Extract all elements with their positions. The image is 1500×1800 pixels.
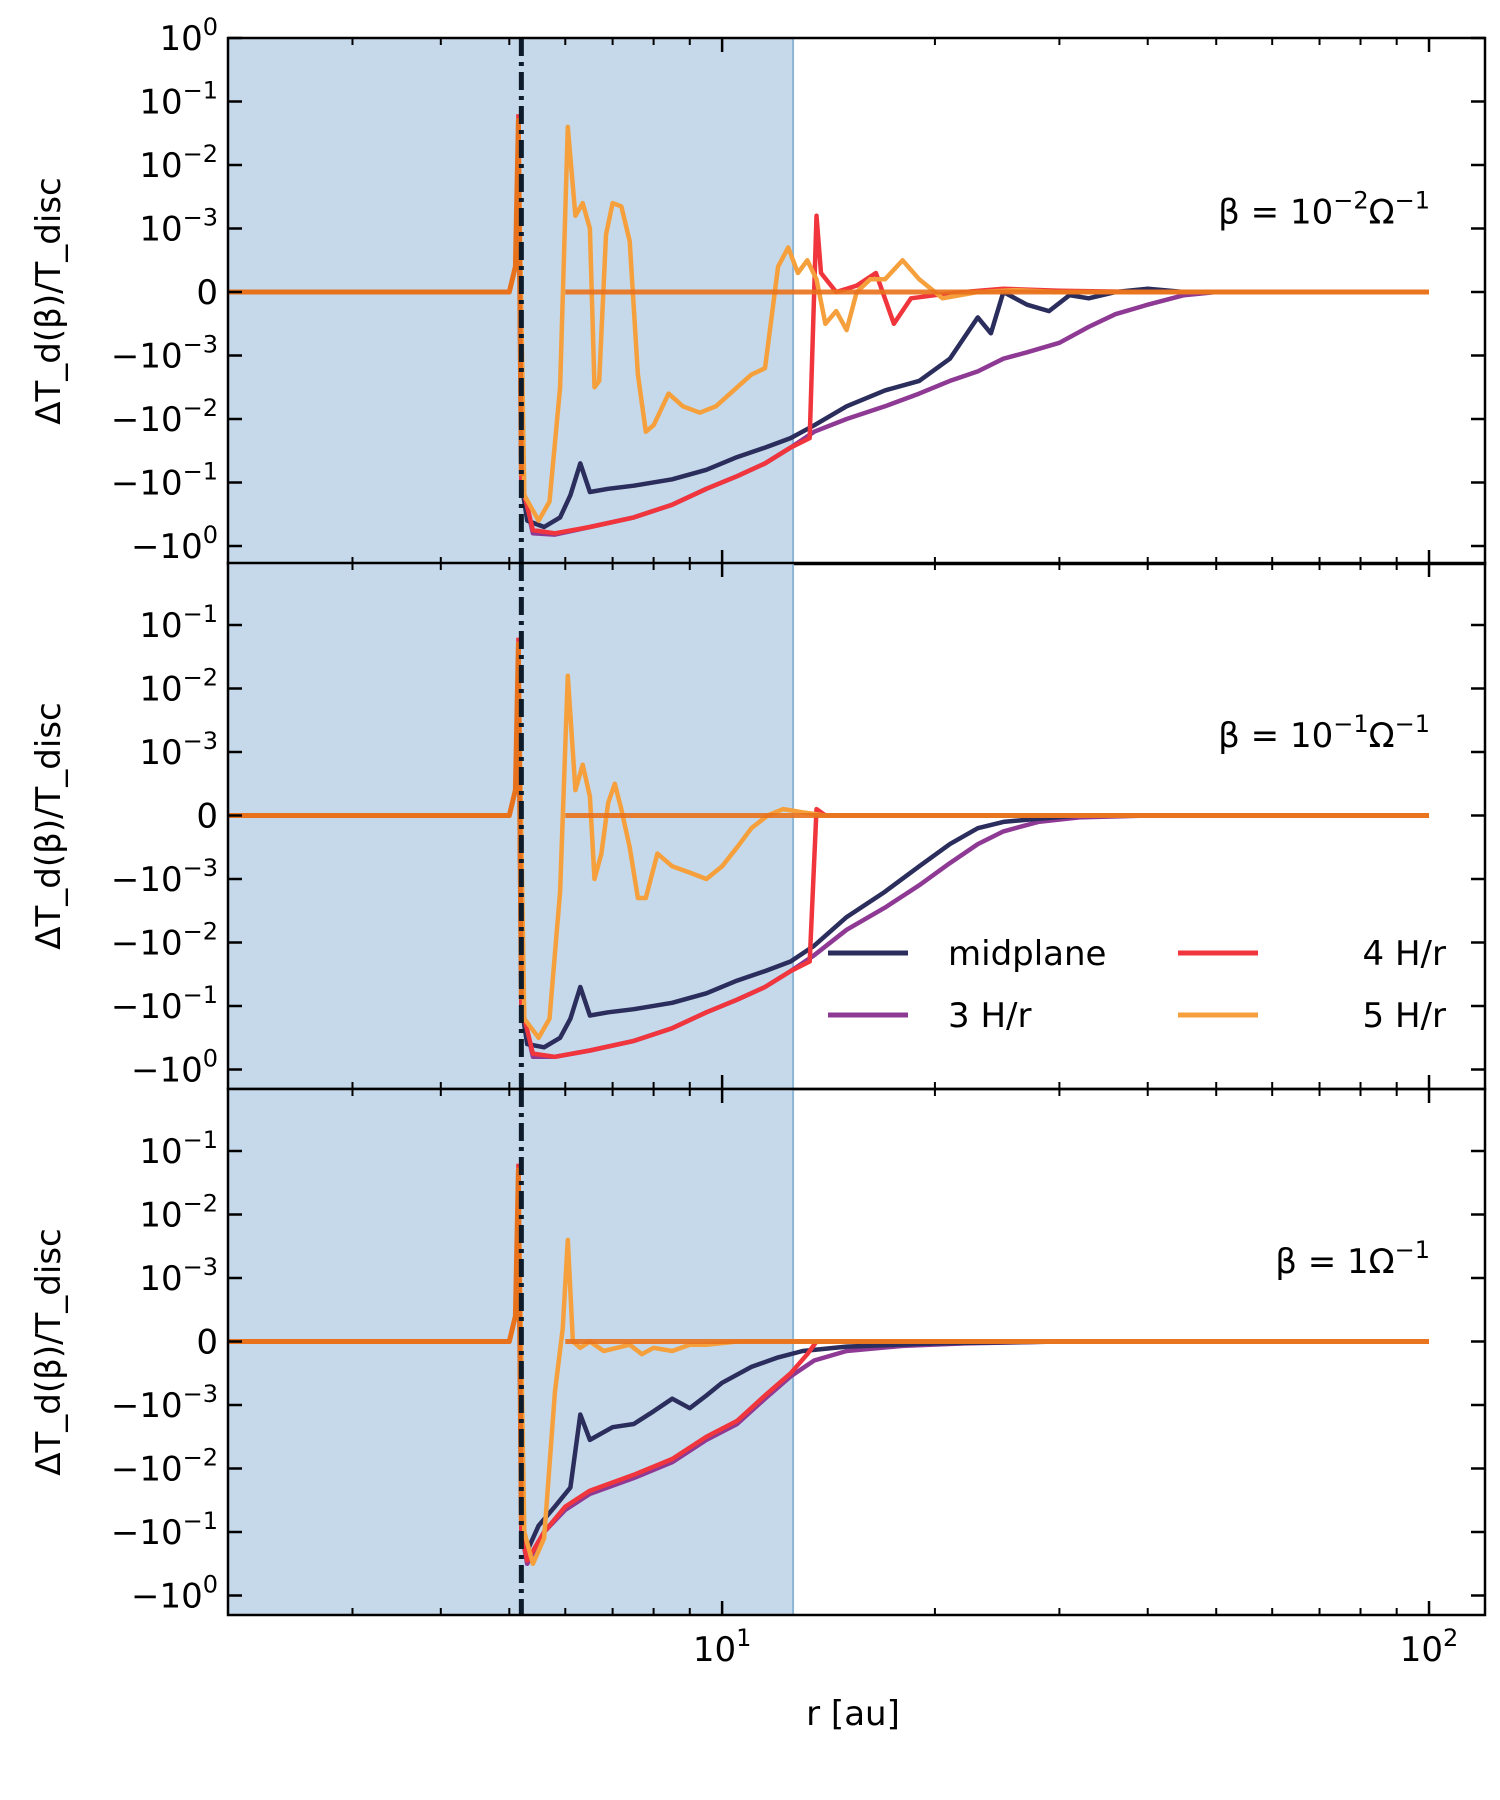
- series-line-5-h-r: [516, 656, 1429, 1041]
- y-tick-label: −100: [131, 521, 218, 567]
- y-tick-label: −10−1: [111, 458, 218, 504]
- flat-zero-line: [228, 641, 524, 1000]
- panel-2: 10−1 10−2 10−3 0 −10−3 −10−2 −10−1 −100 ΔT_d(β)/…: [29, 561, 1487, 1091]
- y-tick-label: 10−1: [139, 77, 218, 123]
- y-axis-label: ΔT_d(β)/T_disc: [29, 702, 69, 950]
- y-axis-label: ΔT_d(β)/T_disc: [29, 177, 69, 425]
- series-line-midplane: [516, 1176, 1429, 1554]
- y-tick-label: −10−1: [111, 981, 218, 1027]
- y-tick-label: 10−1: [139, 1126, 218, 1172]
- y-tick-label: 0: [196, 797, 218, 837]
- y-tick-label: −10−3: [111, 331, 218, 377]
- y-tick-label: −10−3: [111, 1380, 218, 1426]
- y-tick-label: 10−1: [139, 600, 218, 646]
- y-tick-label: 0: [196, 1323, 218, 1363]
- y-tick-label: −10−1: [111, 1507, 218, 1553]
- y-tick-label: 10−2: [139, 1190, 218, 1236]
- legend-label: 5 H/r: [1363, 996, 1446, 1036]
- y-tick-label: 100: [159, 13, 218, 59]
- flat-zero-line: [228, 1167, 524, 1526]
- x-tick-label: 102: [1400, 1624, 1459, 1670]
- legend: midplane 3 H/r 4 H/r 5 H/r: [828, 934, 1446, 1036]
- y-tick-label: 10−2: [139, 664, 218, 710]
- x-tick-label: 101: [693, 1624, 752, 1670]
- y-axis-label: ΔT_d(β)/T_disc: [29, 1228, 69, 1476]
- panel-frame: [226, 1087, 1487, 1617]
- x-axis-label: r [au]: [806, 1694, 900, 1734]
- y-tick-label: −100: [131, 1571, 218, 1617]
- y-tick-label: 10−3: [139, 1253, 218, 1299]
- beta-label: β = 10−2Ω−1: [1218, 186, 1430, 232]
- legend-label: 3 H/r: [948, 996, 1031, 1036]
- y-tick-label: −100: [131, 1045, 218, 1091]
- y-tick-label: 10−2: [139, 140, 218, 186]
- legend-label: 4 H/r: [1363, 934, 1446, 974]
- panel-3: 10−1 10−2 10−3 0 −10−3 −10−2 −10−1 −100 ΔT_d(β)/…: [29, 1087, 1487, 1617]
- flat-zero-line: [228, 118, 524, 477]
- y-tick-label: −10−2: [111, 394, 218, 440]
- series-line-5-h-r: [516, 124, 1429, 523]
- shaded-region: [227, 562, 795, 1090]
- legend-label: midplane: [948, 934, 1106, 974]
- beta-label: β = 10−1Ω−1: [1218, 710, 1430, 756]
- beta-label: β = 1Ω−1: [1275, 1236, 1430, 1282]
- series-line-midplane: [516, 650, 1429, 1050]
- panel-1: 100 10−1 10−2 10−3 0 −10−3 −10−2 −10−1 −100 ΔT_d(…: [29, 13, 1487, 567]
- shaded-region: [227, 1088, 795, 1616]
- shaded-region: [227, 37, 795, 565]
- panels: 100 10−1 10−2 10−3 0 −10−3 −10−2 −10−1 −100 ΔT_d(…: [29, 13, 1487, 1670]
- y-tick-label: −10−3: [111, 854, 218, 900]
- y-tick-label: −10−2: [111, 918, 218, 964]
- y-tick-label: 10−3: [139, 204, 218, 250]
- y-tick-label: −10−2: [111, 1444, 218, 1490]
- y-tick-label: 0: [196, 273, 218, 313]
- y-tick-label: 10−3: [139, 727, 218, 773]
